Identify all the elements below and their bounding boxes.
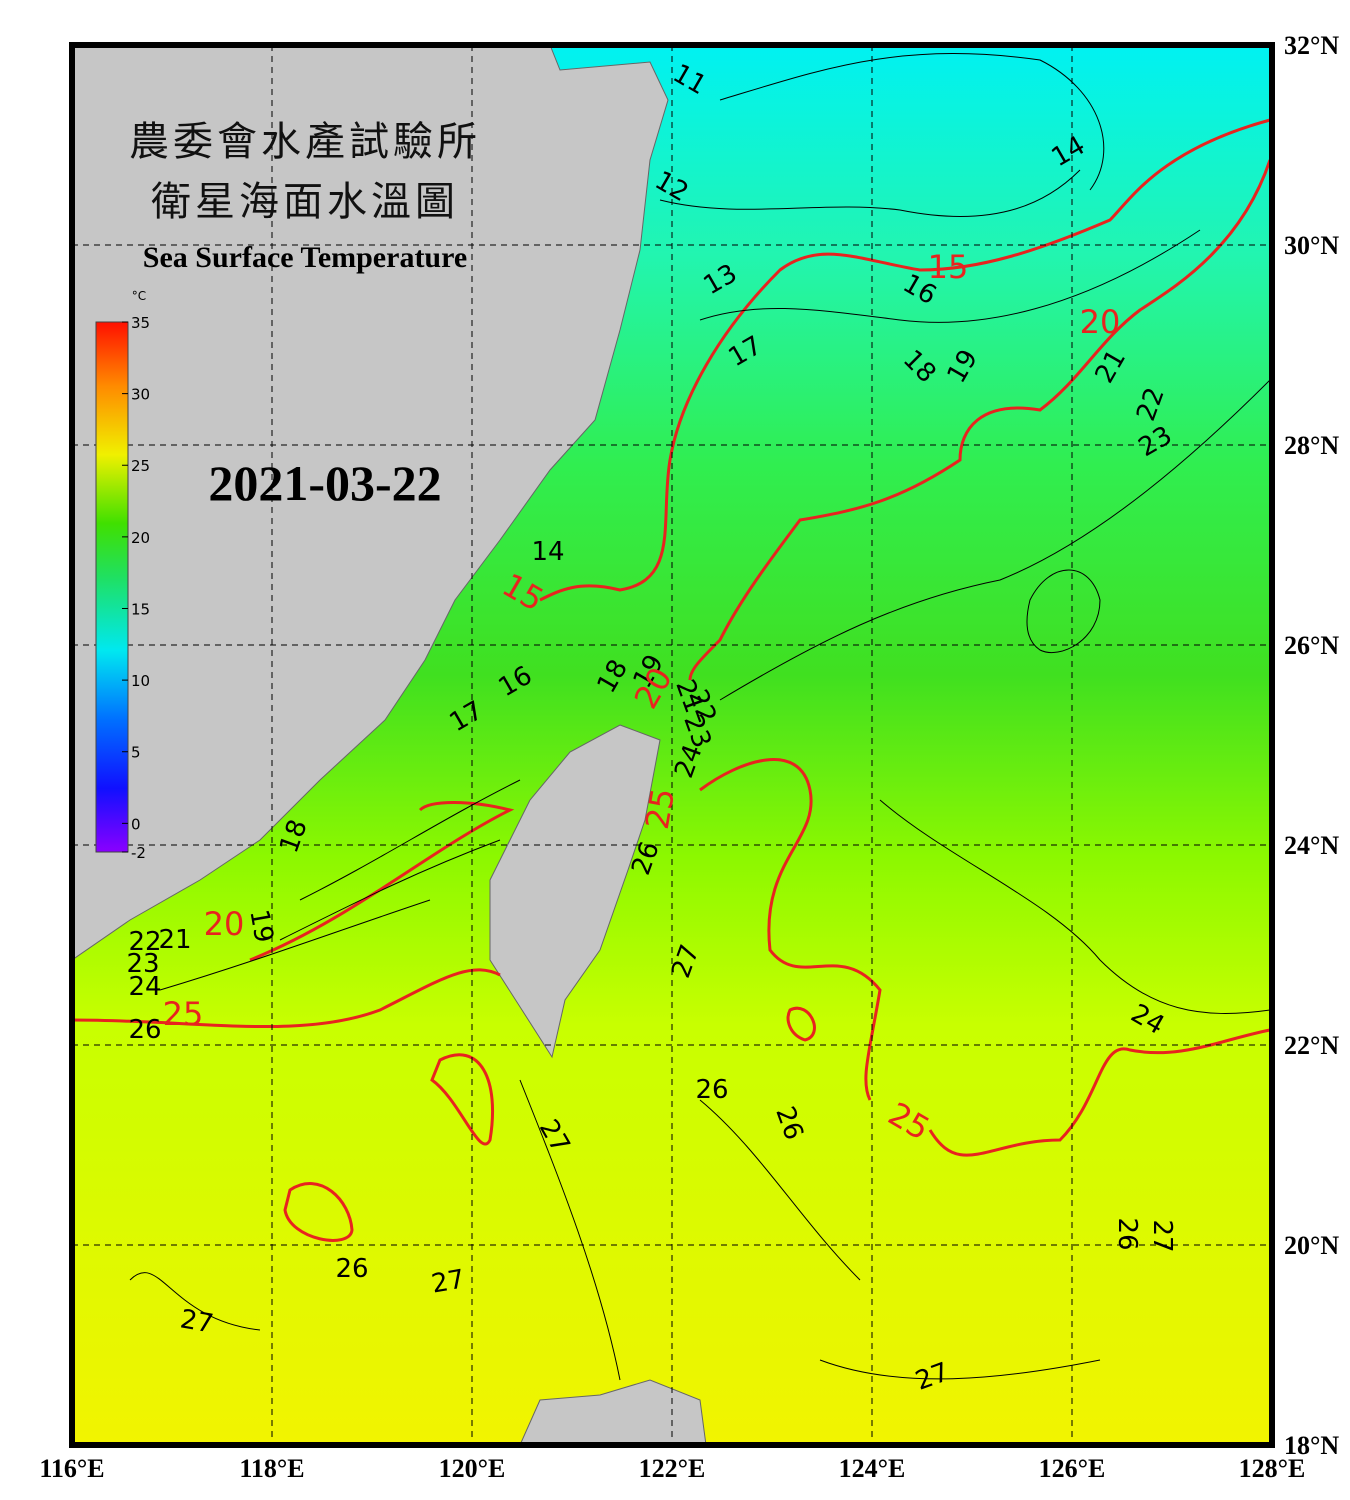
contour-label: 27 — [178, 1304, 216, 1339]
contour-label: 14 — [531, 537, 564, 567]
colorbar-tick-label: 5 — [131, 744, 141, 762]
colorbar-tick-label: 35 — [131, 314, 150, 332]
china-land — [72, 45, 669, 961]
black-contours — [129, 53, 1271, 1381]
colorbar-ticks: 35 30 25 20 15 10 5 0 -2 — [122, 314, 150, 862]
contour-label: 22 — [128, 927, 161, 957]
contour-label: 26 — [335, 1254, 368, 1284]
contour-label: 27 — [1147, 1219, 1177, 1252]
lon-label: 118°E — [239, 1454, 304, 1483]
lat-label: 28°N — [1284, 431, 1339, 460]
luzon-land — [519, 1379, 707, 1445]
lat-label: 20°N — [1284, 1231, 1339, 1260]
colorbar-tick-label: 25 — [131, 457, 150, 475]
lon-label: 122°E — [639, 1454, 706, 1483]
lat-label: 30°N — [1284, 231, 1339, 260]
contour-label: 25 — [638, 785, 682, 832]
contour-label: 21 — [158, 925, 191, 955]
colorbar-tick-label: 30 — [131, 386, 150, 404]
contour-label: 23 — [126, 949, 159, 979]
lon-label: 126°E — [1039, 1454, 1106, 1483]
contour-label: 25 — [163, 995, 204, 1033]
map-frame — [69, 42, 1275, 1448]
lat-label: 24°N — [1284, 831, 1339, 860]
graticule — [72, 45, 1272, 1445]
contour-label: 20 — [204, 905, 245, 943]
colorbar — [95, 321, 129, 853]
contour-label: 27 — [429, 1264, 467, 1299]
contour-label: 26 — [128, 1015, 161, 1045]
colorbar-tick-label: -2 — [131, 844, 146, 862]
lon-label: 120°E — [439, 1454, 506, 1483]
colorbar-unit: °C — [132, 289, 146, 303]
lat-label: 18°N — [1284, 1431, 1339, 1460]
colorbar-tick-label: 15 — [131, 600, 150, 618]
subtitle: Sea Surface Temperature — [143, 241, 467, 274]
lat-label: 26°N — [1284, 631, 1339, 660]
lat-label: 22°N — [1284, 1031, 1339, 1060]
title-line: 農委會水產試驗所 — [129, 119, 481, 165]
colorbar-tick-label: 20 — [131, 529, 150, 547]
contour-label: 26 — [695, 1075, 728, 1105]
contour-label: 24 — [128, 972, 161, 1002]
lon-label: 124°E — [839, 1454, 906, 1483]
contour-label: 26 — [1112, 1217, 1142, 1250]
lat-label: 32°N — [1284, 31, 1339, 60]
colorbar-tick-label: 0 — [131, 815, 141, 833]
lon-label: 128°E — [1239, 1454, 1306, 1483]
axis-labels: 116°E 118°E 120°E 122°E 124°E 126°E 128°E18°N 2… — [39, 31, 1339, 1483]
contour-label: 20 — [1080, 303, 1121, 341]
lon-label: 116°E — [39, 1454, 104, 1483]
taiwan-land — [489, 724, 661, 1059]
date: 2021-03-22 — [208, 455, 441, 511]
red-contours — [72, 118, 1272, 1242]
contour-label: 19 — [243, 907, 278, 945]
title-line: 衛星海面水溫圖 — [151, 179, 459, 225]
colorbar-tick-label: 10 — [131, 672, 150, 690]
contour-label: 15 — [928, 248, 969, 286]
